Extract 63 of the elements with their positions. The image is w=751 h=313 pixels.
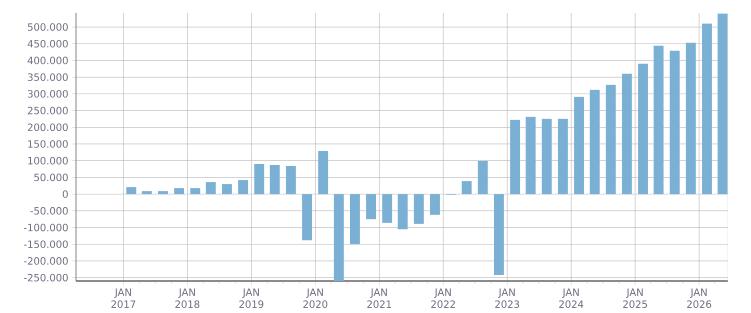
y-tick-label: 250.000 (28, 106, 68, 114)
y-tick-label: -100.000 (24, 224, 68, 232)
bar (318, 151, 328, 194)
bar (222, 184, 232, 194)
x-tick-label: JAN 2021 (367, 288, 392, 308)
y-tick-label: 150.000 (28, 140, 68, 148)
bar (430, 194, 440, 215)
bar (270, 165, 280, 194)
bar (686, 42, 696, 194)
bar (238, 180, 248, 194)
x-tick-label: JAN 2026 (687, 288, 712, 308)
y-tick-label: 400.000 (28, 56, 68, 64)
x-tick-label: JAN 2018 (175, 288, 200, 308)
bar (126, 187, 136, 194)
y-tick-label: 50.000 (34, 174, 68, 182)
bar (606, 84, 616, 194)
y-tick-label: -250.000 (24, 274, 68, 282)
bar (366, 194, 376, 220)
bar (558, 118, 568, 194)
y-tick-label: -50.000 (30, 207, 68, 215)
bar (542, 118, 552, 194)
bar (382, 194, 392, 223)
y-tick-label: -150.000 (24, 240, 68, 248)
bar (622, 74, 632, 194)
x-tick-label: JAN 2024 (559, 288, 584, 308)
bar (654, 46, 664, 194)
bar (478, 161, 488, 194)
bar (718, 14, 728, 194)
y-tick-label: 0 (62, 190, 68, 198)
bar (350, 194, 360, 244)
bar (670, 50, 680, 194)
x-tick-label: JAN 2017 (111, 288, 136, 308)
bar (190, 188, 200, 194)
y-tick-label: 500.000 (28, 23, 68, 31)
y-tick-label: 300.000 (28, 90, 68, 98)
bar (286, 166, 296, 194)
bar (142, 191, 152, 194)
bar (462, 181, 472, 194)
bar (526, 116, 536, 194)
x-tick-label: JAN 2022 (431, 288, 455, 308)
y-tick-label: -200.000 (24, 257, 68, 265)
x-tick-label: JAN 2023 (495, 288, 520, 308)
x-tick-label: JAN 2020 (303, 288, 328, 308)
bar (494, 194, 504, 275)
bar (590, 90, 600, 194)
y-tick-label: 200.000 (28, 123, 68, 132)
bar (334, 194, 344, 281)
bar (638, 64, 648, 194)
bar (414, 194, 424, 224)
bar (158, 191, 168, 194)
y-tick-label: 350.000 (28, 73, 68, 81)
bar (398, 194, 408, 230)
bar (206, 182, 216, 194)
bar (254, 164, 264, 194)
bar (574, 96, 584, 194)
bar (510, 120, 520, 194)
x-tick-label: JAN 2025 (623, 288, 647, 308)
y-tick-label: 100.000 (28, 156, 68, 164)
bar (174, 188, 184, 194)
y-tick-label: 450.000 (28, 40, 68, 48)
bar (302, 194, 312, 240)
bar (702, 24, 712, 194)
x-tick-label: JAN 2019 (239, 288, 264, 308)
